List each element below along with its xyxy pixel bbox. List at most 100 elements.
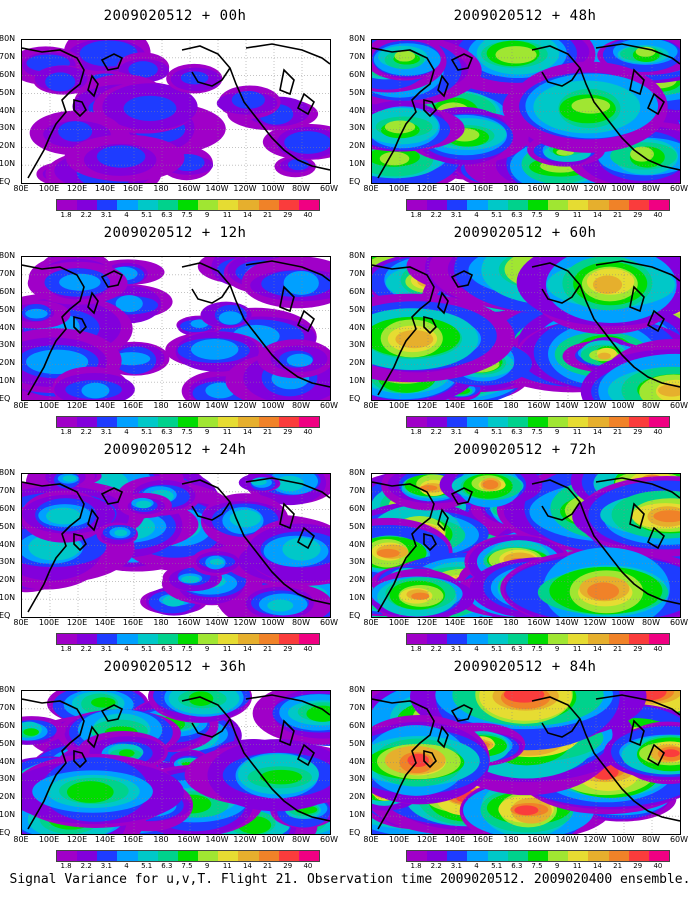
map-plot-area [21,690,331,835]
coastline [437,508,449,532]
x-tick-label: 120W [233,618,257,627]
coastline [541,718,581,738]
colorbar-label: 1.8 [410,645,422,653]
y-tick-label: 20N [0,575,16,585]
colorbar-labels: 1.8 2.2 3.1 4 5.1 6.3 7.5 9 11 14 21 29 40 [406,645,668,655]
colorbar-label: 29 [283,862,293,870]
colorbar-label: 40 [303,862,313,870]
colorbar-label: 14 [242,428,252,436]
colorbar-swatch [198,634,219,644]
colorbar-label: 14 [592,211,602,219]
x-tick-label: 140W [555,618,579,627]
y-tick-label: 40N [349,322,366,332]
contour-fill [653,510,680,523]
colorbar-label: 40 [653,211,663,219]
x-tick-label: 160W [177,401,201,410]
contour-fill [96,145,146,168]
coastline [437,291,449,315]
colorbar-swatch [548,417,569,427]
colorbar-label: 29 [633,645,643,653]
colorbar-swatch [77,200,98,210]
x-tick-label: 120W [583,835,607,844]
colorbar-swatch [137,200,158,210]
coastline [73,98,87,118]
y-tick-label: 50N [0,521,16,531]
colorbar-label: 2.2 [80,862,92,870]
y-tick-label: 40N [0,756,16,766]
colorbar-swatch [77,634,98,644]
x-tick-label: 100E [388,835,410,844]
y-tick-label: EQ [0,394,11,403]
colorbar-label: 3.1 [450,211,462,219]
coastline [279,719,295,747]
colorbar-swatch [218,851,239,861]
colorbar-label: 1.8 [410,211,422,219]
y-tick-label: 30N [349,557,366,567]
coastline [595,477,680,499]
colorbar-swatch [198,417,219,427]
colorbar-label: 21 [613,862,623,870]
y-tick-label: 40N [0,105,16,115]
colorbar-swatch [427,200,448,210]
y-tick-label: 70N [0,485,16,495]
colorbar-swatch [177,634,199,644]
colorbar-label: 29 [283,428,293,436]
colorbar-swatch [117,200,138,210]
map-plot-area [21,473,331,618]
map-plot-area [21,256,331,401]
colorbar-swatch [278,417,299,427]
coastline [296,526,316,550]
colorbar-swatch [467,634,488,644]
colorbar-label: 2.2 [430,645,442,653]
panel-title: 2009020512 + 60h [453,225,597,241]
contour-fill [188,691,214,706]
colorbar-label: 1.8 [410,862,422,870]
colorbar-swatch [648,200,670,210]
colorbar-label: 21 [613,645,623,653]
colorbar-label: 2.2 [430,211,442,219]
colorbar-label: 3.1 [100,211,112,219]
y-axis-labels: 80N 70N 60N 50N 40N 30N 20N 10N EQ [349,250,371,405]
coastline [531,262,680,388]
colorbar-label: 4 [474,862,479,870]
contour-fill [190,338,239,360]
x-tick-label: 120E [66,401,88,410]
x-tick-label: 180 [153,184,169,193]
x-tick-label: 80E [13,401,29,410]
coastline [22,47,85,179]
coastline [437,74,449,98]
colorbar-label: 2.2 [430,862,442,870]
colorbar-labels: 1.8 2.2 3.1 4 5.1 6.3 7.5 9 11 14 21 29 40 [406,862,668,872]
y-tick-label: EQ [0,611,11,620]
colorbar-swatch [447,200,468,210]
x-tick-label: 140E [94,618,116,627]
colorbar [56,633,320,645]
panel-title: 2009020512 + 48h [453,8,597,24]
colorbar-swatch [177,200,199,210]
y-tick-label: 80N [0,34,16,43]
x-tick-label: 160W [527,184,551,193]
colorbar-label: 9 [204,428,210,436]
coastline [279,285,295,313]
x-tick-label: 80W [641,835,661,844]
x-tick-label: 60W [319,618,339,627]
x-tick-label: 140E [444,618,466,627]
x-tick-label: 100W [611,618,635,627]
colorbar-swatch [427,851,448,861]
x-tick-label: 140E [444,835,466,844]
panel-title: 2009020512 + 36h [103,659,247,675]
colorbar-swatch [447,634,468,644]
x-tick-label: 100E [388,184,410,193]
y-tick-label: 50N [349,87,366,97]
y-tick-label: 30N [0,123,16,133]
colorbar-label: 14 [242,862,252,870]
y-tick-label: 20N [349,792,366,802]
colorbar-swatch [487,634,508,644]
y-tick-label: EQ [349,177,361,186]
map-plot-area [21,39,331,184]
colorbar-label: 1.8 [60,862,72,870]
map-panel: 2009020512 + 12h 80N 70N 60N 50N 40N 30N 20N 10N… [0,217,350,442]
contour-fill [66,781,114,803]
coastline [73,315,87,335]
coastline [191,718,231,738]
